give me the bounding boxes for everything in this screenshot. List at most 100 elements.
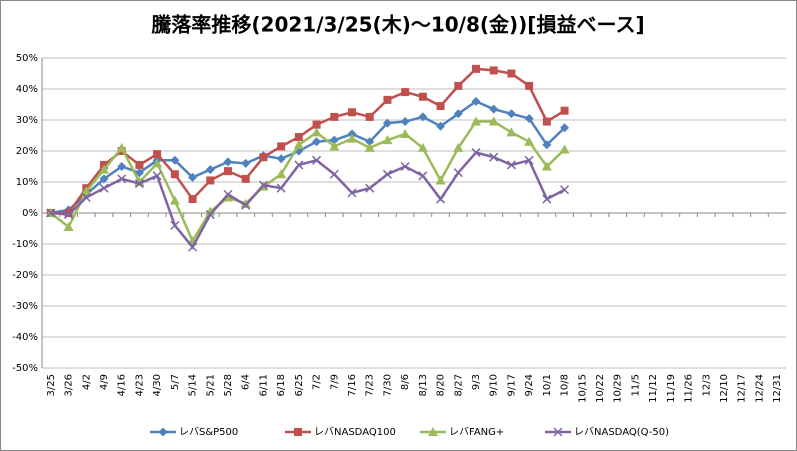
marker <box>524 155 534 165</box>
marker <box>205 210 215 220</box>
marker <box>453 142 464 152</box>
y-tick-label: 30% <box>16 115 38 126</box>
legend-item: レバFANG+ <box>420 426 504 438</box>
legend-item: レバS&P500 <box>150 426 238 438</box>
x-tick-label: 10/29 <box>613 374 624 403</box>
legend-label: レバNASDAQ(Q-50) <box>574 426 669 438</box>
marker <box>312 137 322 147</box>
marker <box>46 208 56 218</box>
marker <box>417 142 428 152</box>
legend-label: レバS&P500 <box>179 426 238 438</box>
marker <box>241 158 251 168</box>
marker <box>428 427 438 436</box>
marker <box>418 92 427 101</box>
x-tick-label: 6/18 <box>276 374 287 396</box>
y-tick-label: -10% <box>12 239 38 250</box>
marker <box>506 127 517 137</box>
x-tick-label: 11/12 <box>648 374 659 403</box>
marker <box>365 112 374 121</box>
marker <box>436 121 446 131</box>
marker <box>294 133 303 142</box>
marker <box>170 170 179 179</box>
y-tick-label: 50% <box>16 53 38 64</box>
y-tick-label: 20% <box>16 146 38 157</box>
marker <box>525 81 534 90</box>
marker <box>117 174 127 184</box>
x-tick-label: 8/20 <box>436 374 447 396</box>
marker <box>383 95 392 104</box>
marker <box>64 210 74 220</box>
marker <box>418 112 428 122</box>
marker <box>258 180 268 190</box>
marker <box>382 169 392 179</box>
y-tick-label: 40% <box>16 84 38 95</box>
marker <box>312 120 321 129</box>
marker <box>436 194 446 204</box>
marker <box>488 116 499 126</box>
marker <box>382 135 393 145</box>
marker <box>348 108 356 117</box>
x-tick-label: 4/9 <box>99 374 110 390</box>
x-tick-label: 6/25 <box>294 374 305 396</box>
marker <box>453 109 463 119</box>
legend-label: レバNASDAQ100 <box>314 426 396 438</box>
marker <box>99 174 109 184</box>
marker <box>117 162 127 171</box>
marker <box>135 160 144 169</box>
marker <box>471 148 481 158</box>
marker <box>276 169 287 179</box>
marker <box>347 188 357 198</box>
x-tick-label: 9/3 <box>471 374 482 390</box>
marker <box>365 183 375 193</box>
x-tick-label: 8/13 <box>418 374 429 396</box>
marker <box>170 155 180 165</box>
marker <box>276 154 286 164</box>
marker <box>472 64 480 73</box>
x-tick-label: 7/23 <box>365 374 376 396</box>
legend-item: レバNASDAQ(Q-50) <box>545 426 669 438</box>
marker <box>99 164 109 174</box>
x-tick-label: 7/9 <box>329 374 340 390</box>
marker <box>294 160 304 170</box>
marker <box>188 195 197 204</box>
marker <box>506 109 516 119</box>
x-tick-label: 7/30 <box>382 374 393 396</box>
marker <box>454 81 463 90</box>
marker <box>542 140 552 150</box>
x-tick-label: 10/1 <box>542 374 553 396</box>
marker <box>277 142 286 151</box>
marker <box>240 198 251 208</box>
x-tick-label: 4/23 <box>134 374 145 396</box>
marker <box>134 179 144 189</box>
marker <box>524 113 534 123</box>
marker <box>553 427 563 437</box>
marker <box>506 160 516 170</box>
x-tick-label: 9/10 <box>489 374 500 396</box>
x-tick-label: 10/8 <box>560 374 571 396</box>
marker <box>418 171 428 181</box>
x-tick-label: 4/30 <box>152 374 163 396</box>
x-tick-label: 5/14 <box>188 374 199 396</box>
x-tick-label: 12/31 <box>772 374 783 403</box>
marker <box>63 221 74 231</box>
y-tick-label: 0% <box>22 208 38 219</box>
x-tick-label: 6/4 <box>241 374 252 390</box>
x-tick-label: 7/2 <box>312 374 323 390</box>
marker <box>489 152 499 162</box>
marker <box>560 123 570 133</box>
x-tick-label: 11/5 <box>630 374 641 396</box>
marker <box>153 150 162 159</box>
marker <box>329 169 339 179</box>
marker <box>347 133 357 143</box>
marker <box>152 158 163 168</box>
marker <box>223 157 233 167</box>
chart-title: 騰落率推移(2021/3/25(木)～10/8(金))[損益ベース] <box>151 13 644 37</box>
marker <box>541 161 552 171</box>
x-tick-label: 10/22 <box>595 374 606 403</box>
marker <box>400 117 410 127</box>
x-tick-label: 9/17 <box>506 374 517 396</box>
marker <box>223 189 233 199</box>
x-tick-label: 11/19 <box>666 374 677 403</box>
marker <box>205 165 215 175</box>
